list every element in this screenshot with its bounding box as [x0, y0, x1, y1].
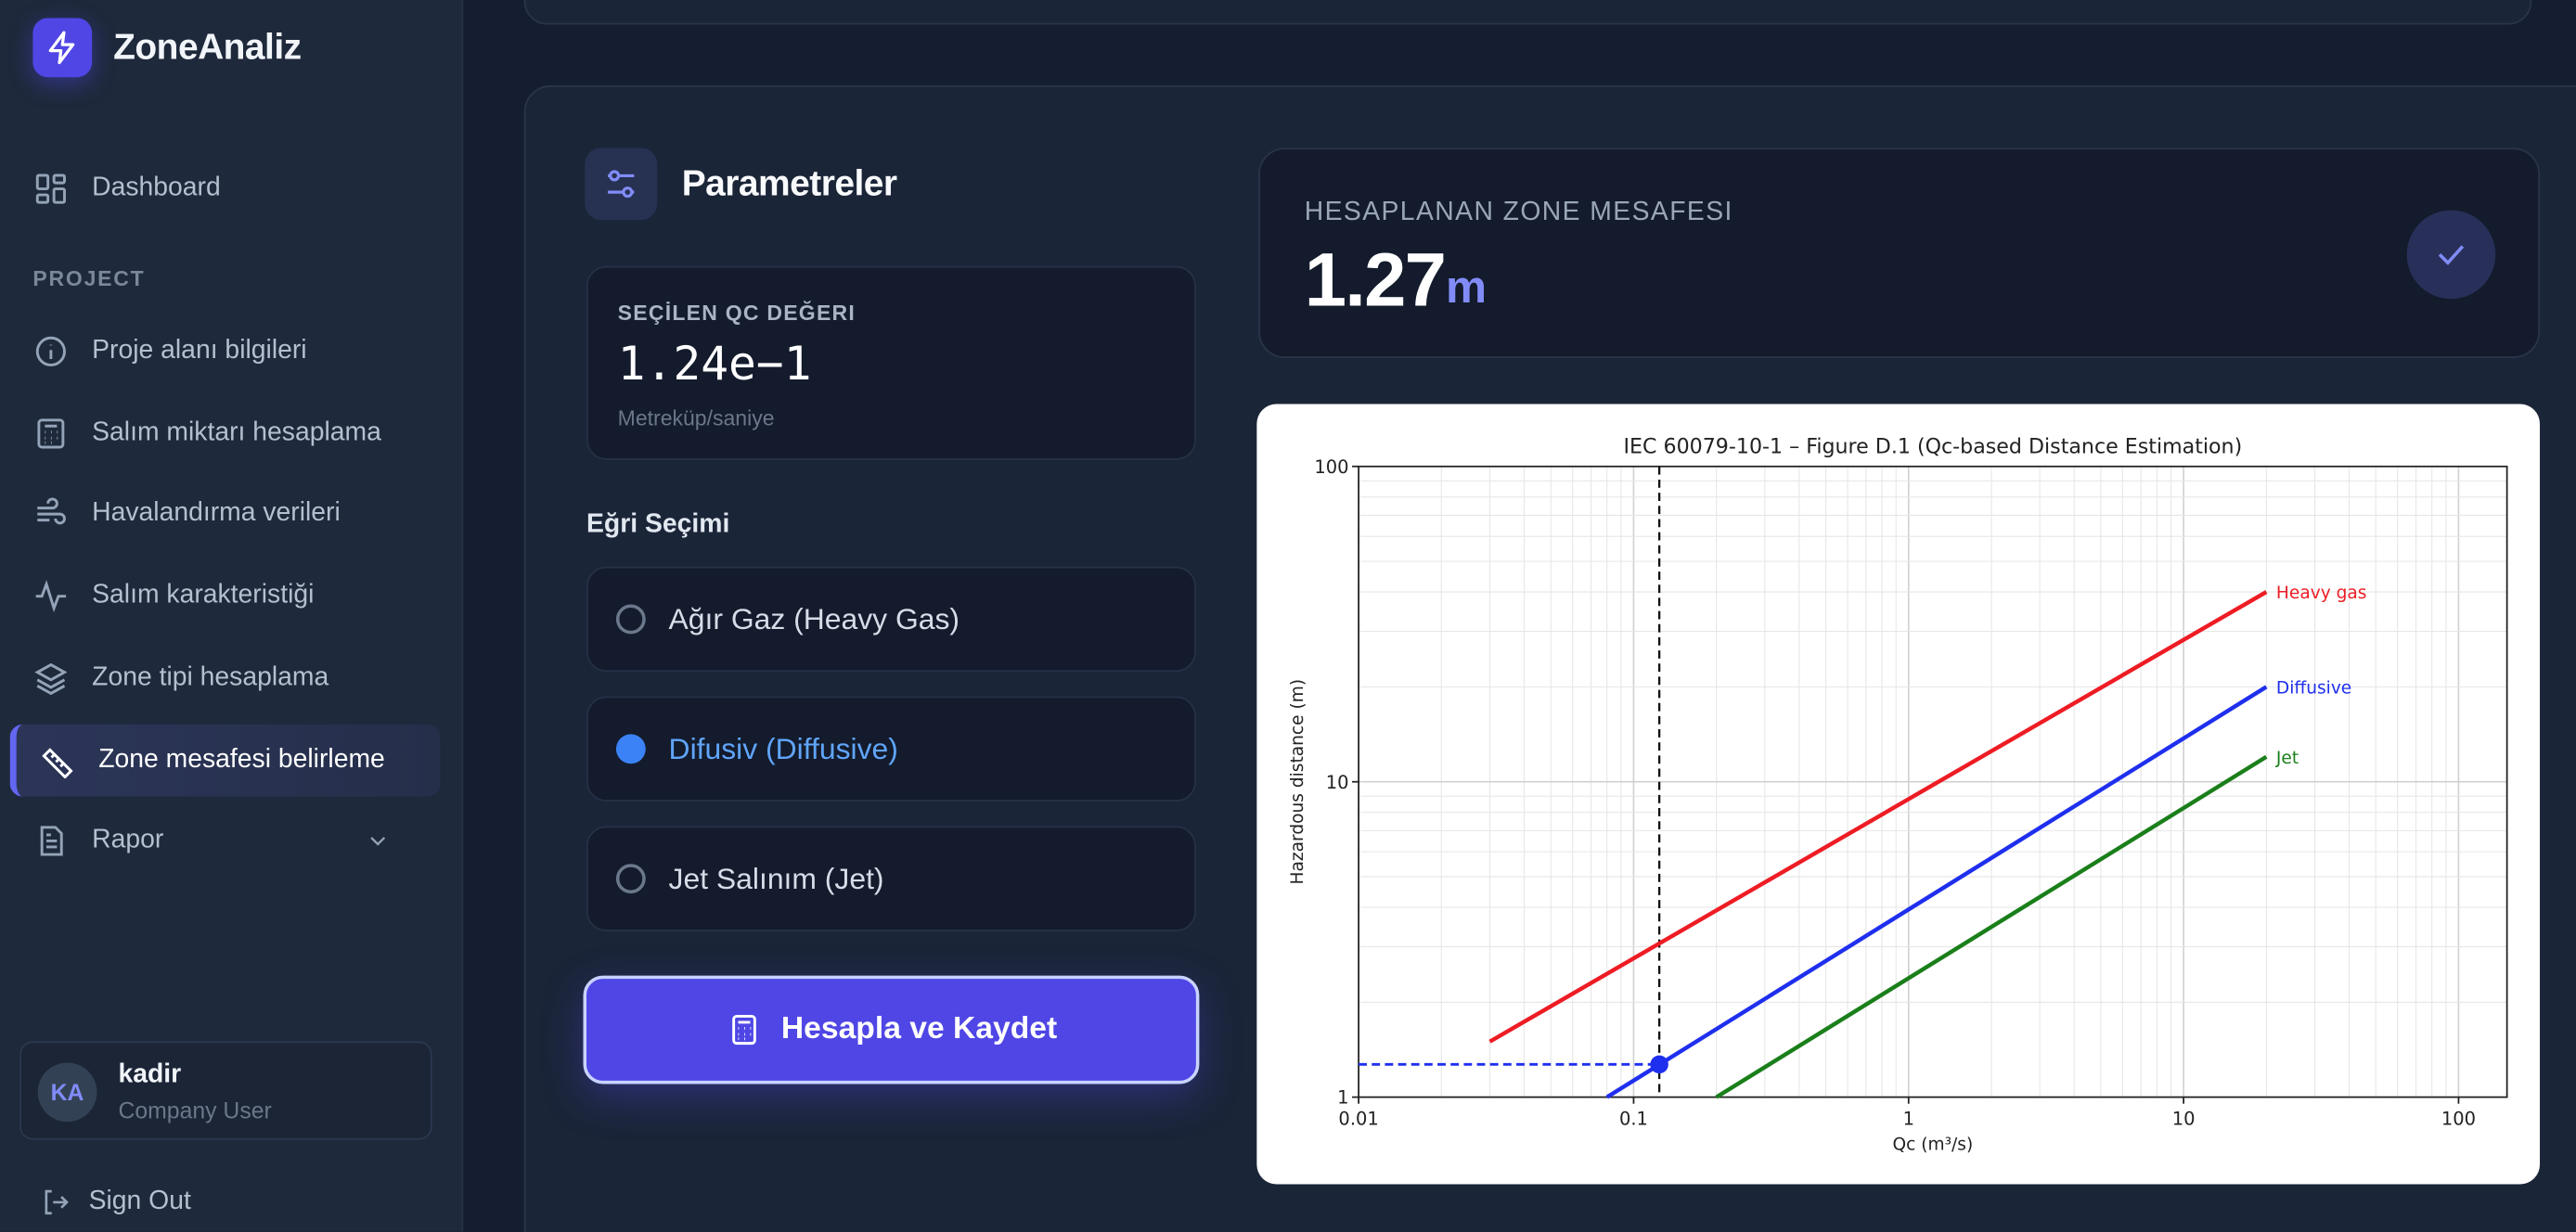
series-label: Jet — [2275, 749, 2299, 768]
selected-point — [1650, 1055, 1668, 1074]
option-jet[interactable]: Jet Salınım (Jet) — [586, 826, 1196, 931]
sliders-icon — [585, 148, 658, 221]
result-card: HESAPLANAN ZONE MESAFESI 1.27 m — [1258, 148, 2541, 358]
sidebar-item-release-character[interactable]: Salım karakteristiği — [10, 560, 441, 633]
sign-out-button[interactable]: Sign Out — [39, 1186, 191, 1218]
x-tick-label: 1 — [1903, 1109, 1914, 1130]
curve-selection-label: Eğri Seçimi — [586, 510, 730, 539]
chart-title: IEC 60079-10-1 – Figure D.1 (Qc-based Di… — [1624, 435, 2243, 459]
sidebar: ZoneAnaliz Dashboard PROJECT Proje alanı… — [0, 0, 464, 1232]
series-label: Diffusive — [2276, 678, 2351, 698]
calculator-icon — [37, 418, 65, 449]
sidebar-item-label: Proje alanı bilgileri — [92, 336, 307, 366]
dashboard-icon — [35, 173, 66, 204]
y-tick-label: 1 — [1337, 1087, 1348, 1109]
result-label: HESAPLANAN ZONE MESAFESI — [1304, 199, 1733, 227]
sign-out-label: Sign Out — [88, 1187, 191, 1216]
app-name[interactable]: ZoneAnaliz — [113, 26, 302, 68]
avatar: KA — [37, 1062, 97, 1123]
user-card[interactable]: KA kadir Company User — [19, 1041, 432, 1140]
sidebar-item-zone-distance[interactable]: Zone mesafesi belirleme — [9, 724, 441, 797]
ruler-icon — [42, 748, 73, 779]
sign-out-icon — [45, 1189, 69, 1215]
user-name: kadir — [118, 1060, 182, 1089]
sidebar-item-label: Dashboard — [92, 173, 221, 202]
file-icon — [40, 826, 63, 856]
sidebar-item-label: Salım miktarı hesaplama — [92, 418, 381, 447]
wind-icon — [37, 497, 66, 525]
y-tick-label: 100 — [1314, 456, 1348, 478]
sidebar-item-project-info[interactable]: Proje alanı bilgileri — [10, 315, 441, 388]
activity-icon — [35, 580, 67, 613]
sidebar-item-report[interactable]: Rapor — [10, 804, 441, 877]
y-tick-label: 10 — [1326, 772, 1349, 793]
calculate-save-button[interactable]: Hesapla ve Kaydet — [583, 975, 1200, 1084]
radio[interactable] — [615, 604, 646, 635]
qc-value-card: SEÇİLEN QC DEĞERI 1.24e−1 Metreküp/saniy… — [586, 265, 1196, 460]
x-tick-label: 0.01 — [1338, 1109, 1378, 1130]
y-axis-label: Hazardous distance (m) — [1288, 679, 1307, 885]
series-line-heavy-gas — [1488, 590, 2268, 1044]
chart-card: 0.01 0.1 1 10 100 1 10 100 IEC 60079-10-1 – Figu… — [1256, 404, 2541, 1185]
option-diffusive[interactable]: Difusiv (Diffusive) — [586, 696, 1196, 802]
info-icon — [35, 336, 66, 366]
qc-unit: Metreküp/saniye — [617, 405, 775, 430]
user-role: Company User — [118, 1097, 272, 1123]
sidebar-item-ventilation[interactable]: Havalandırma verileri — [10, 478, 441, 550]
option-label: Difusiv (Diffusive) — [668, 731, 898, 765]
sidebar-item-dashboard[interactable]: Dashboard — [10, 153, 441, 225]
x-axis-label: Qc (m³/s) — [1893, 1135, 1974, 1154]
parameters-title: Parametreler — [681, 162, 897, 204]
lightning-icon[interactable] — [32, 18, 93, 78]
series-line-diffusive — [1605, 685, 2268, 1099]
calculator-icon — [731, 1014, 755, 1046]
result-value: 1.27 — [1304, 236, 1447, 322]
option-label: Ağır Gaz (Heavy Gas) — [668, 601, 960, 635]
previous-card — [523, 0, 2532, 25]
sidebar-item-label: Rapor — [92, 826, 164, 854]
sidebar-item-label: Zone mesafesi belirleme — [98, 745, 385, 774]
qc-value: 1.24e−1 — [617, 336, 812, 391]
sidebar-item-label: Salım karakteristiği — [92, 581, 315, 610]
option-heavy-gas[interactable]: Ağır Gaz (Heavy Gas) — [586, 566, 1196, 673]
sidebar-item-release-amount[interactable]: Salım miktarı hesaplama — [10, 397, 441, 469]
x-tick-label: 100 — [2441, 1109, 2476, 1130]
layers-icon — [34, 662, 68, 696]
sidebar-item-zone-type[interactable]: Zone tipi hesaplama — [10, 642, 441, 714]
sidebar-item-label: Havalandırma verileri — [92, 499, 341, 528]
series-line-jet — [1715, 754, 2268, 1099]
x-tick-label: 10 — [2172, 1109, 2196, 1130]
qc-label: SEÇİLEN QC DEĞERI — [617, 300, 857, 326]
x-tick-label: 0.1 — [1619, 1109, 1648, 1130]
sidebar-item-label: Zone tipi hesaplama — [92, 663, 329, 692]
series-label: Heavy gas — [2276, 584, 2367, 603]
radio[interactable] — [615, 864, 646, 894]
option-label: Jet Salınım (Jet) — [668, 861, 884, 894]
distance-chart: 0.01 0.1 1 10 100 1 10 100 IEC 60079-10-1 – Figu… — [1288, 435, 2508, 1154]
check-icon — [2406, 210, 2496, 300]
result-unit: m — [1445, 261, 1488, 313]
section-label: PROJECT — [32, 265, 146, 291]
button-label: Hesapla ve Kaydet — [780, 1011, 1058, 1046]
chevron-down-icon[interactable] — [365, 828, 391, 853]
radio[interactable] — [615, 734, 646, 764]
